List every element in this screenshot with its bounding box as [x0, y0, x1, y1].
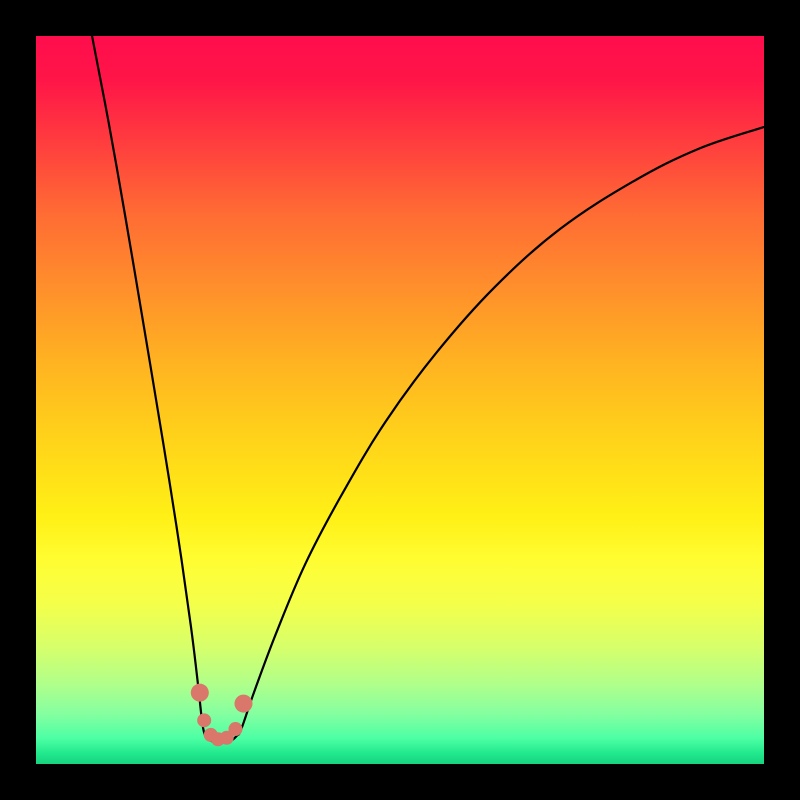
- chart-canvas: TheBottleneck.com: [0, 0, 800, 800]
- curve-marker: [234, 695, 252, 713]
- curve-marker: [191, 684, 209, 702]
- curve-marker: [197, 713, 211, 727]
- curve-marker: [228, 722, 242, 736]
- bottleneck-chart: [0, 0, 800, 800]
